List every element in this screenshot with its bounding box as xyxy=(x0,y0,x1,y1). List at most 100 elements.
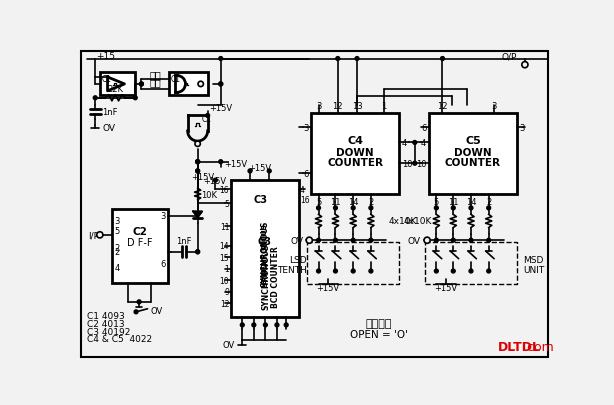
Circle shape xyxy=(469,269,473,273)
Circle shape xyxy=(435,207,438,210)
Circle shape xyxy=(451,269,455,273)
Text: OV: OV xyxy=(408,236,421,245)
Text: D F-F: D F-F xyxy=(127,237,153,247)
Text: 15: 15 xyxy=(220,253,229,262)
Text: SYNCHRONOUS: SYNCHRONOUS xyxy=(260,220,269,286)
Text: COUNTER: COUNTER xyxy=(327,157,383,167)
Text: MSD: MSD xyxy=(523,255,544,264)
Circle shape xyxy=(196,250,200,254)
Circle shape xyxy=(317,239,321,243)
Circle shape xyxy=(219,160,223,164)
Text: 4: 4 xyxy=(300,185,305,194)
Text: 1: 1 xyxy=(225,264,229,273)
Text: 6: 6 xyxy=(421,123,426,132)
Circle shape xyxy=(275,323,279,327)
Circle shape xyxy=(333,207,337,210)
Circle shape xyxy=(469,239,473,243)
Circle shape xyxy=(196,170,200,173)
Text: 2: 2 xyxy=(114,244,120,253)
Circle shape xyxy=(441,58,445,61)
Text: 1nF: 1nF xyxy=(102,108,118,117)
Text: DOWN: DOWN xyxy=(454,147,492,157)
Circle shape xyxy=(435,239,438,243)
Text: O/P: O/P xyxy=(502,53,517,62)
Text: C1 4093: C1 4093 xyxy=(87,311,125,320)
Text: C1: C1 xyxy=(171,75,181,84)
Text: DLTDL: DLTDL xyxy=(498,340,541,353)
Circle shape xyxy=(355,58,359,61)
Text: 14: 14 xyxy=(220,241,229,250)
Circle shape xyxy=(263,323,267,327)
Text: 6: 6 xyxy=(303,169,308,178)
Text: 4x10K: 4x10K xyxy=(403,217,432,226)
Circle shape xyxy=(195,142,200,147)
Text: OV: OV xyxy=(103,123,116,132)
Circle shape xyxy=(487,239,491,243)
Text: 11: 11 xyxy=(330,198,341,207)
Text: C2 4013: C2 4013 xyxy=(87,319,125,328)
Circle shape xyxy=(369,207,373,210)
Text: +15V: +15V xyxy=(191,173,214,181)
Text: 5: 5 xyxy=(433,198,439,207)
Circle shape xyxy=(198,82,203,87)
Text: 5: 5 xyxy=(224,199,229,208)
Text: OV: OV xyxy=(222,340,235,349)
Text: TENTH: TENTH xyxy=(277,265,307,274)
Circle shape xyxy=(351,207,355,210)
Text: C4: C4 xyxy=(347,136,363,146)
Circle shape xyxy=(333,239,337,243)
Circle shape xyxy=(97,232,103,238)
Circle shape xyxy=(336,58,340,61)
Text: DOWN: DOWN xyxy=(336,147,374,157)
Circle shape xyxy=(196,160,200,164)
Text: C3: C3 xyxy=(254,195,268,205)
Text: 3: 3 xyxy=(316,102,321,111)
Text: SYNCHRONOUS: SYNCHRONOUS xyxy=(262,223,268,283)
Circle shape xyxy=(333,269,337,273)
Text: 6: 6 xyxy=(160,259,165,268)
Text: 1: 1 xyxy=(381,102,387,111)
Text: 3: 3 xyxy=(519,123,525,132)
Text: OV: OV xyxy=(290,236,303,245)
Circle shape xyxy=(214,179,217,183)
Circle shape xyxy=(522,62,528,68)
Polygon shape xyxy=(193,212,202,218)
Text: +15V: +15V xyxy=(203,176,226,185)
Circle shape xyxy=(240,323,244,327)
Circle shape xyxy=(317,207,321,210)
Text: 9: 9 xyxy=(224,288,229,296)
Text: 4: 4 xyxy=(421,139,426,147)
Text: 11: 11 xyxy=(448,198,459,207)
Text: 11: 11 xyxy=(220,222,229,231)
Text: 1nF: 1nF xyxy=(176,236,192,245)
Circle shape xyxy=(219,83,223,87)
Text: 2: 2 xyxy=(114,248,120,257)
Text: 脉冲: 脉冲 xyxy=(149,77,161,87)
Circle shape xyxy=(413,141,417,145)
Circle shape xyxy=(351,269,355,273)
Text: C1: C1 xyxy=(201,115,211,124)
Text: +15V: +15V xyxy=(225,159,247,168)
Text: 16: 16 xyxy=(220,185,229,194)
Text: LSD: LSD xyxy=(289,255,307,264)
Circle shape xyxy=(206,114,209,118)
Circle shape xyxy=(487,207,491,210)
Text: SYNCHRONOUS
BCD COUNTER: SYNCHRONOUS BCD COUNTER xyxy=(261,243,281,309)
Circle shape xyxy=(451,207,455,210)
Circle shape xyxy=(435,269,438,273)
Text: 12: 12 xyxy=(220,299,229,308)
Circle shape xyxy=(139,83,143,87)
Text: 3: 3 xyxy=(491,102,497,111)
Bar xyxy=(311,114,399,194)
Text: UNIT: UNIT xyxy=(523,265,545,274)
Text: 2: 2 xyxy=(486,198,491,207)
Text: 3: 3 xyxy=(114,217,120,226)
Bar xyxy=(169,73,208,96)
Circle shape xyxy=(219,83,223,87)
Text: 3: 3 xyxy=(160,211,165,221)
Text: 5: 5 xyxy=(316,198,321,207)
Text: 10: 10 xyxy=(416,159,426,168)
Circle shape xyxy=(317,269,321,273)
Circle shape xyxy=(196,160,200,164)
Text: 14: 14 xyxy=(348,198,359,207)
